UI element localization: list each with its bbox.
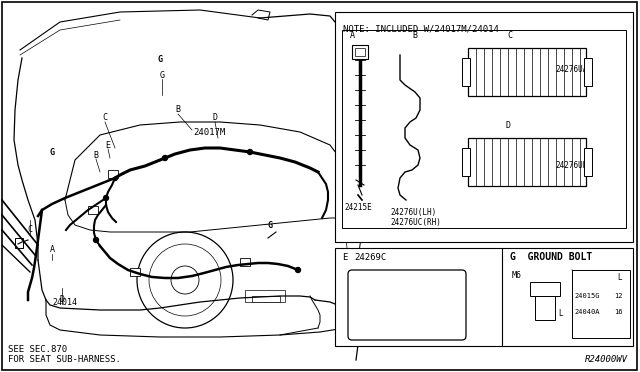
Bar	[108, 170, 118, 178]
Bar	[335, 248, 633, 346]
Text: 24269C: 24269C	[354, 253, 387, 262]
Bar	[355, 48, 365, 56]
Text: SEE SEC.870: SEE SEC.870	[8, 345, 67, 354]
Text: B: B	[93, 151, 99, 160]
Text: 24276UC(RH): 24276UC(RH)	[390, 218, 441, 227]
Bar	[245, 290, 285, 302]
Text: G: G	[49, 148, 54, 157]
Text: 24040A: 24040A	[574, 309, 600, 315]
Bar	[468, 138, 586, 186]
Text: L: L	[558, 309, 563, 318]
Text: L: L	[618, 273, 622, 282]
Text: G: G	[157, 55, 163, 64]
Bar	[480, 134, 530, 140]
Bar	[468, 48, 586, 96]
Text: B: B	[175, 106, 180, 115]
Bar	[405, 90, 419, 108]
Text: C: C	[102, 113, 108, 122]
Bar	[462, 148, 470, 176]
Text: 24215E: 24215E	[344, 203, 372, 212]
Bar	[335, 12, 633, 242]
Text: 24015G: 24015G	[574, 293, 600, 299]
Bar	[342, 30, 626, 228]
Text: A: A	[349, 31, 355, 40]
Text: E: E	[342, 253, 348, 262]
Circle shape	[104, 196, 109, 201]
Circle shape	[296, 267, 301, 273]
Text: E: E	[106, 141, 111, 150]
Text: 12: 12	[614, 293, 622, 299]
Text: FOR SEAT SUB-HARNESS.: FOR SEAT SUB-HARNESS.	[8, 355, 121, 364]
Bar	[480, 44, 530, 50]
Circle shape	[163, 155, 168, 160]
Bar	[240, 258, 250, 266]
Text: G  GROUND BOLT: G GROUND BOLT	[510, 252, 592, 262]
Text: 24276UA: 24276UA	[555, 65, 588, 74]
Bar	[530, 282, 560, 296]
Text: C: C	[508, 31, 513, 40]
Bar	[572, 270, 630, 338]
Circle shape	[93, 237, 99, 243]
Text: C: C	[28, 225, 33, 234]
Text: M6: M6	[512, 271, 522, 280]
Text: D: D	[60, 295, 65, 305]
Text: 24276UB: 24276UB	[555, 161, 588, 170]
FancyBboxPatch shape	[348, 270, 466, 340]
Bar	[15, 238, 23, 248]
Bar	[88, 206, 98, 214]
Text: G: G	[268, 221, 273, 230]
Circle shape	[248, 150, 253, 154]
Text: 24017M: 24017M	[193, 128, 225, 137]
Bar	[535, 296, 555, 320]
Bar	[130, 268, 140, 276]
Text: 16: 16	[614, 309, 622, 315]
Bar	[584, 58, 592, 86]
Circle shape	[113, 176, 118, 180]
Text: 24014: 24014	[52, 298, 77, 307]
Bar	[462, 58, 470, 86]
Bar	[252, 296, 280, 302]
Text: G: G	[159, 71, 164, 80]
Text: 24276U(LH): 24276U(LH)	[390, 208, 436, 217]
Bar	[584, 148, 592, 176]
Text: R24000WV: R24000WV	[585, 355, 628, 364]
Text: D: D	[212, 113, 218, 122]
Bar	[405, 140, 419, 158]
Text: A: A	[49, 246, 54, 254]
Text: B: B	[413, 31, 417, 40]
Text: D: D	[506, 121, 511, 130]
Text: NOTE: INCLUDED W/24017M/24014: NOTE: INCLUDED W/24017M/24014	[343, 24, 499, 33]
Bar	[352, 45, 368, 59]
